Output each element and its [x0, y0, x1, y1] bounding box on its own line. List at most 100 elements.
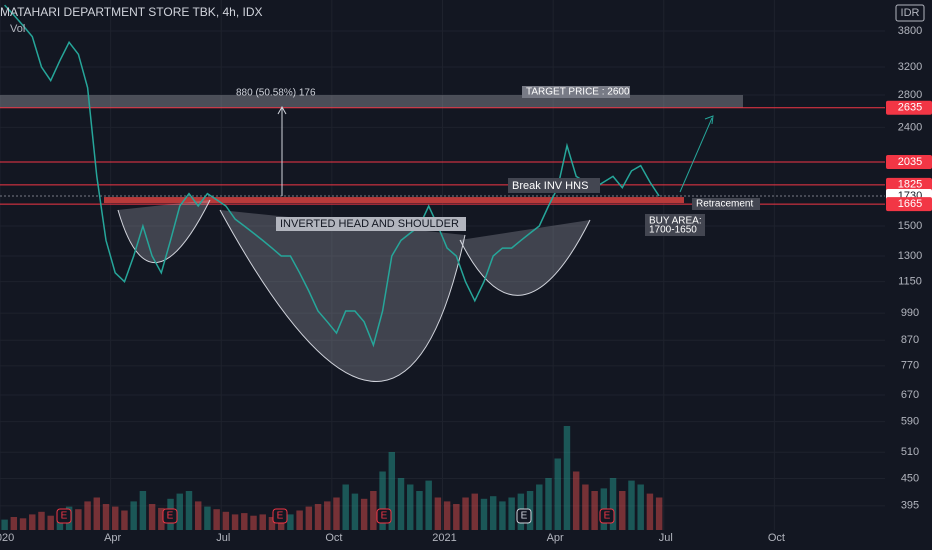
y-tick-label: 2800	[898, 89, 922, 101]
projection-arrowhead	[704, 115, 714, 125]
volume-bar	[130, 501, 137, 530]
projection-arrow	[679, 117, 713, 193]
volume-bar	[139, 491, 147, 530]
chart-title: MATAHARI DEPARTMENT STORE TBK, 4h, IDX	[0, 5, 263, 19]
measure-label: 880 (50.58%) 176	[236, 88, 316, 99]
volume-bar	[646, 493, 654, 530]
volume-bar	[628, 480, 635, 530]
event-label: E	[521, 511, 528, 522]
y-tick-label: 990	[901, 307, 919, 319]
y-tick-label: 3800	[898, 25, 922, 37]
volume-bar	[554, 458, 561, 530]
event-marker	[599, 508, 615, 524]
break-box	[508, 178, 600, 193]
volume-bar	[204, 506, 211, 530]
volume-bar	[619, 491, 626, 530]
event-marker	[516, 508, 532, 524]
target-label: TARGET PRICE : 2600	[526, 87, 630, 98]
neckline	[104, 197, 684, 204]
volume-bar	[287, 514, 294, 530]
volume-bar	[471, 493, 478, 530]
measure-arrowhead	[277, 105, 287, 115]
y-tick-label: 590	[901, 416, 919, 428]
event-label: E	[167, 511, 174, 522]
y-tick-label: 510	[901, 446, 919, 458]
event-marker	[162, 508, 178, 524]
volume-bar	[370, 491, 377, 530]
y-tick-label: 770	[901, 360, 919, 372]
event-label: E	[381, 511, 388, 522]
y-tick-label: 670	[901, 389, 919, 401]
volume-bar	[112, 506, 119, 530]
volume-bar	[324, 501, 331, 530]
volume-bar	[572, 471, 580, 530]
x-tick-label: Oct	[768, 532, 785, 544]
volume-bar	[314, 504, 322, 530]
volume-bar	[388, 452, 396, 530]
event-marker	[56, 508, 72, 524]
volume-bar	[241, 513, 248, 530]
x-tick-label: 2021	[432, 532, 456, 544]
volume-bar	[397, 478, 405, 530]
volume-bar	[360, 498, 368, 530]
volume-bar	[102, 504, 110, 530]
level-tag	[886, 154, 932, 169]
volume-bar	[259, 514, 266, 530]
level-label: 1825	[898, 179, 922, 191]
volume-bar	[10, 517, 18, 530]
level-label: 1665	[898, 198, 922, 210]
volume-bar	[93, 497, 101, 530]
volume-bar	[351, 493, 359, 530]
volume-bar	[121, 510, 128, 530]
buy-range: 1700-1650	[649, 225, 697, 236]
event-marker	[272, 508, 288, 524]
x-tick-label: Jul	[216, 532, 230, 544]
volume-bar	[591, 491, 598, 530]
y-tick-label: 3200	[898, 61, 922, 73]
pattern-label: INVERTED HEAD AND SHOULDER	[280, 218, 459, 230]
volume-bar	[185, 491, 193, 530]
volume-bar	[582, 484, 589, 530]
level-tag	[886, 177, 932, 192]
volume-bar	[148, 504, 156, 530]
volume-bar	[637, 484, 644, 530]
volume-bar	[19, 518, 27, 530]
volume-bar	[453, 504, 460, 530]
level-tag	[886, 197, 932, 212]
target-box	[522, 86, 630, 98]
currency-box	[895, 4, 925, 22]
volume-bar	[489, 496, 497, 530]
volume-bar	[563, 426, 571, 530]
volume-bar	[84, 501, 91, 530]
x-tick-label: Jul	[659, 532, 673, 544]
event-marker	[376, 508, 392, 524]
buy-box	[645, 214, 705, 236]
volume-bar	[342, 484, 349, 530]
volume-bar	[499, 501, 506, 530]
level-label: 2635	[898, 102, 922, 114]
volume-bar	[462, 497, 469, 530]
volume-bar	[194, 501, 202, 530]
volume-bar	[407, 484, 414, 530]
x-tick-label: Oct	[325, 532, 342, 544]
volume-bar	[536, 484, 543, 530]
volume-bar	[176, 493, 183, 530]
volume-bar	[222, 511, 230, 530]
volume-bar	[416, 491, 423, 530]
target-zone	[0, 95, 743, 108]
event-label: E	[61, 511, 68, 522]
level-tag	[886, 100, 932, 115]
y-tick-label: 2400	[898, 121, 922, 133]
event-label: E	[604, 511, 611, 522]
pattern-box	[276, 217, 466, 231]
break-label: Break INV HNS	[512, 180, 588, 192]
volume-bar	[250, 515, 257, 530]
x-tick-label: Apr	[104, 532, 121, 544]
buy-label: BUY AREA:	[649, 216, 702, 227]
volume-bar	[231, 514, 239, 530]
x-tick-label: Apr	[547, 532, 564, 544]
y-tick-label: 395	[901, 500, 919, 512]
volume-bar	[379, 471, 386, 530]
